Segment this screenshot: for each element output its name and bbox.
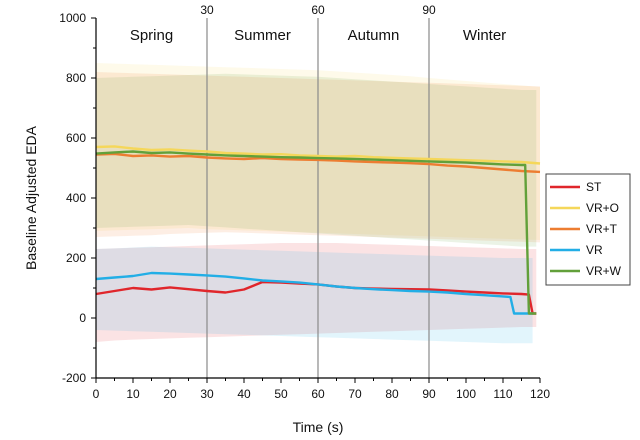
season-label-autumn: Autumn	[348, 27, 400, 44]
x-tick-label-90: 90	[422, 387, 436, 401]
band-st	[96, 243, 537, 342]
x-tick-label-40: 40	[237, 387, 251, 401]
legend-label-vr-t: VR+T	[586, 222, 618, 236]
marker-label-90: 90	[422, 3, 436, 17]
legend-label-vr: VR	[586, 243, 603, 257]
x-tick-label-70: 70	[348, 387, 362, 401]
y-tick-label-200: 200	[66, 251, 86, 265]
line-vr-t	[95, 152, 541, 174]
x-tick-label-110: 110	[493, 387, 512, 401]
series-lines	[95, 145, 541, 315]
x-tick-label-50: 50	[274, 387, 288, 401]
x-tick-label-0: 0	[93, 387, 100, 401]
legend-label-st: ST	[586, 180, 602, 194]
x-tick-label-100: 100	[456, 387, 476, 401]
x-tick-label-60: 60	[311, 387, 325, 401]
season-label-spring: Spring	[130, 27, 173, 44]
x-axis-title: Time (s)	[293, 419, 344, 435]
x-tick-label-80: 80	[385, 387, 399, 401]
y-tick-label-200: -200	[62, 371, 86, 385]
axes: -200 0 200 400 600 800 1000 0 10 20 30 40 50 60 70 80 90…	[59, 11, 550, 401]
marker-label-30: 30	[200, 3, 214, 17]
chart-labels: Time (s) Baseline Adjusted EDA	[23, 125, 343, 435]
line-vr-o	[95, 145, 541, 165]
y-tick-label-0: 0	[79, 311, 86, 325]
y-tick-label-1000: 1000	[59, 11, 86, 25]
y-tick-label-600: 600	[66, 131, 86, 145]
x-tick-label-10: 10	[126, 387, 140, 401]
season-label-summer: Summer	[234, 27, 291, 44]
x-tick-label-120: 120	[530, 387, 550, 401]
marker-label-60: 60	[311, 3, 325, 17]
y-tick-label-800: 800	[66, 71, 86, 85]
legend: ST VR+O VR+T VR VR+W	[545, 173, 631, 286]
y-axis-title: Baseline Adjusted EDA	[23, 125, 39, 270]
x-tick-label-20: 20	[163, 387, 177, 401]
x-tick-label-30: 30	[200, 387, 214, 401]
season-label-winter: Winter	[463, 27, 506, 44]
line-vr	[95, 271, 533, 315]
y-tick-label-400: 400	[66, 191, 86, 205]
legend-label-vr-o: VR+O	[586, 201, 619, 215]
band-vr	[96, 246, 533, 344]
legend-label-vr-w: VR+W	[586, 264, 622, 278]
season-markers: 30 60 90 Spring Summer Autumn Winter	[130, 3, 506, 378]
line-vr-w	[95, 150, 537, 315]
